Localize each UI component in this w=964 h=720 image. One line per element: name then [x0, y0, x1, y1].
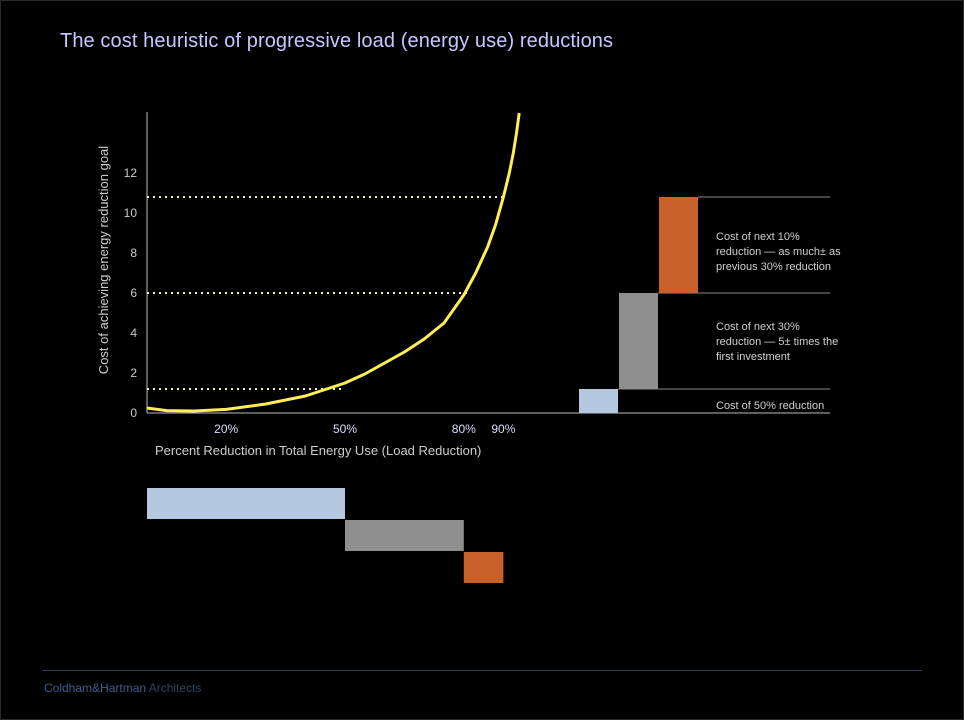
reduction-bar-80-90 [463, 552, 504, 583]
x-tick-label: 90% [491, 422, 515, 436]
y-tick-label: 2 [130, 366, 137, 380]
cost-label-next-30: reduction — 5± times the [716, 336, 838, 348]
reduction-bar-0-50 [147, 488, 345, 519]
y-tick-label: 10 [124, 206, 138, 220]
footer-divider [42, 670, 922, 671]
cost-bar-next-10-percent [659, 197, 698, 293]
footer: Coldham&Hartman Architects [44, 681, 201, 695]
x-tick-label: 50% [333, 422, 357, 436]
cost-label-next-30: first investment [716, 351, 790, 363]
cost-label-next-10: previous 30% reduction [716, 261, 831, 273]
footer-suffix: Architects [146, 681, 202, 695]
slide-title: The cost heuristic of progressive load (… [60, 30, 614, 52]
x-tick-label: 20% [214, 422, 238, 436]
x-axis-label: Percent Reduction in Total Energy Use (L… [155, 443, 481, 458]
y-axis-label: Cost of achieving energy reduction goal [96, 146, 111, 374]
y-tick-label: 4 [130, 326, 137, 340]
y-tick-label: 6 [130, 286, 137, 300]
cost-bar-50-percent [579, 389, 618, 413]
x-tick-label: 80% [452, 422, 476, 436]
cost-label-next-30: Cost of next 30% [716, 321, 800, 333]
cost-label-50: Cost of 50% reduction [716, 400, 824, 412]
y-tick-label: 12 [124, 166, 138, 180]
cost-label-next-10: Cost of next 10% [716, 231, 800, 243]
reduction-bar-50-80 [345, 520, 464, 551]
y-tick-label: 8 [130, 246, 137, 260]
cost-label-next-10: reduction — as much± as [716, 246, 841, 258]
cost-bar-next-30-percent [619, 293, 658, 389]
footer-firm: Coldham&Hartman [44, 681, 147, 695]
y-tick-label: 0 [130, 406, 137, 420]
cost-curve [146, 112, 521, 413]
